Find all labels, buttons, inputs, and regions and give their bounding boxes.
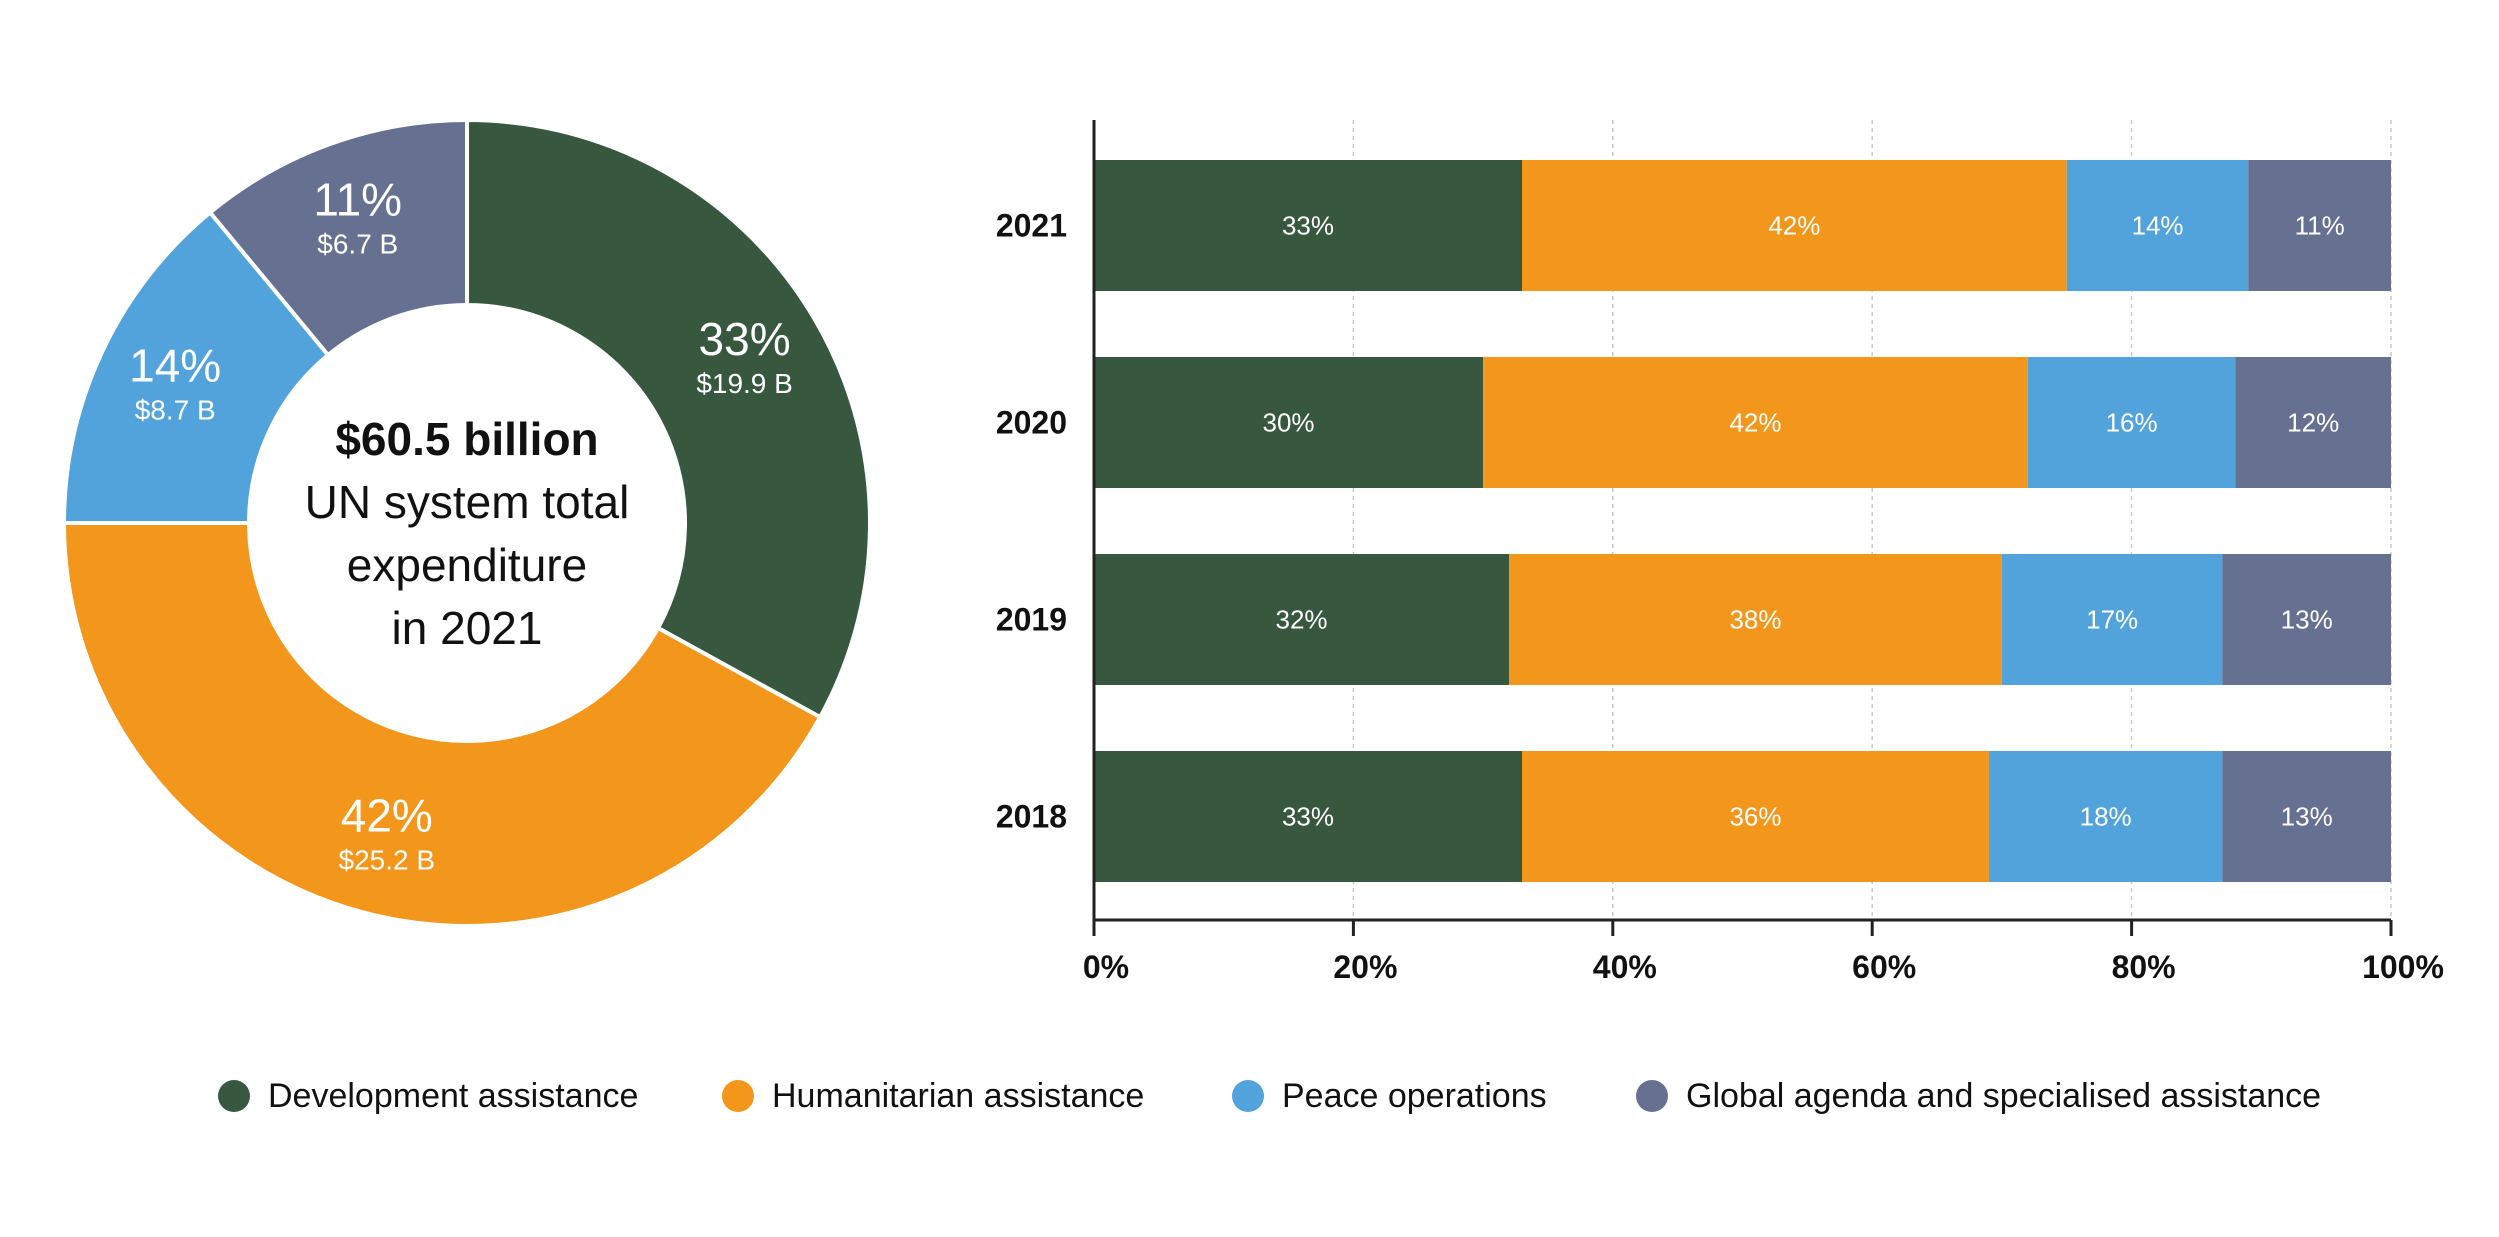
donut-center-line-2: expenditure: [347, 539, 587, 591]
legend-label: Development assistance: [268, 1076, 639, 1115]
legend-marker-icon: [1232, 1080, 1264, 1112]
bar-segment-development-2018: [1094, 751, 1523, 882]
bar-segment-humanitarian-2021: [1522, 160, 2067, 291]
bar-segment-global-2021: [2248, 160, 2391, 291]
bar-value-label: 16%: [2106, 408, 2158, 438]
y-tick-label: 2018: [996, 799, 1067, 835]
legend-item-global: Global agenda and specialised assistance: [1636, 1068, 2321, 1124]
bar-segment-development-2020: [1094, 357, 1484, 488]
donut-chart: 33%$19.9 B 42%$25.2 B 14%$8.7 B 11%$6.7 B $…: [61, 117, 872, 928]
bar-value-label: 17%: [2086, 605, 2138, 635]
legend-item-humanitarian: Humanitarian assistance: [722, 1068, 1144, 1124]
bar-segment-global-2020: [2235, 357, 2391, 488]
legend: Development assistance Humanitarian assi…: [0, 1068, 2499, 1124]
x-tick-label: 40%: [1593, 949, 1657, 985]
bar-segment-development-2021: [1094, 160, 1523, 291]
bar-segment-global-2018: [2222, 751, 2391, 882]
bar-segment-peace-2020: [2027, 357, 2236, 488]
donut-percent-label: 33%: [699, 313, 791, 365]
donut-slice-peace: [61, 209, 331, 525]
y-tick-label: 2019: [996, 602, 1067, 638]
stacked-bar-chart: 33% 42% 14% 11% 30% 42% 16% 12% 32% 38% 17% 13% 33% 3…: [996, 120, 2444, 985]
donut-percent-label: 42%: [341, 789, 433, 841]
donut-slice-humanitarian: [61, 521, 823, 928]
donut-center-total: $60.5 billion: [335, 413, 598, 465]
x-tick-label: 0%: [1083, 949, 1129, 985]
bar-value-label: 42%: [1768, 211, 1820, 241]
donut-amount-label: $8.7 B: [135, 395, 216, 426]
bar-value-label: 33%: [1282, 802, 1334, 832]
y-tick-label: 2021: [996, 208, 1067, 244]
legend-marker-icon: [722, 1080, 754, 1112]
bar-value-label: 38%: [1729, 605, 1781, 635]
donut-center-line-1: UN system total: [305, 476, 630, 528]
x-tick-label: 100%: [2362, 949, 2444, 985]
bar-value-label: 32%: [1275, 605, 1327, 635]
legend-label: Global agenda and specialised assistance: [1686, 1076, 2322, 1115]
bar-value-label: 12%: [2287, 408, 2339, 438]
donut-amount-label: $6.7 B: [317, 229, 398, 260]
bar-segment-global-2019: [2222, 554, 2391, 685]
donut-slice-global: [207, 117, 469, 358]
bar-value-label: 42%: [1729, 408, 1781, 438]
y-tick-label: 2020: [996, 405, 1067, 441]
legend-marker-icon: [218, 1080, 250, 1112]
donut-percent-label: 11%: [313, 174, 402, 226]
x-tick-label: 20%: [1333, 949, 1397, 985]
bar-segment-peace-2018: [1988, 751, 2223, 882]
donut-amount-label: $19.9 B: [696, 368, 793, 399]
legend-label: Humanitarian assistance: [772, 1076, 1145, 1115]
x-tick-label: 60%: [1852, 949, 1916, 985]
legend-label: Peace operations: [1282, 1076, 1547, 1115]
bar-segment-peace-2021: [2066, 160, 2249, 291]
bar-value-label: 30%: [1263, 408, 1315, 438]
bar-segment-humanitarian-2018: [1522, 751, 1989, 882]
donut-amount-label: $25.2 B: [339, 844, 436, 875]
bar-segment-humanitarian-2019: [1509, 554, 2002, 685]
legend-marker-icon: [1636, 1080, 1668, 1112]
bar-value-label: 36%: [1729, 802, 1781, 832]
bar-value-label: 18%: [2080, 802, 2132, 832]
legend-item-development: Development assistance: [218, 1068, 638, 1124]
bar-value-label: 13%: [2281, 802, 2333, 832]
bar-segment-peace-2019: [2001, 554, 2223, 685]
legend-item-peace: Peace operations: [1232, 1068, 1547, 1124]
donut-center-line-3: in 2021: [392, 602, 543, 654]
donut-slice-development: [465, 117, 872, 720]
bar-segment-development-2019: [1094, 554, 1510, 685]
x-tick-label: 80%: [2112, 949, 2176, 985]
bar-value-label: 11%: [2295, 211, 2345, 241]
donut-percent-label: 14%: [129, 340, 221, 392]
bar-segment-humanitarian-2020: [1483, 357, 2028, 488]
bar-value-label: 13%: [2281, 605, 2333, 635]
bar-value-label: 33%: [1282, 211, 1334, 241]
bar-value-label: 14%: [2132, 211, 2184, 241]
